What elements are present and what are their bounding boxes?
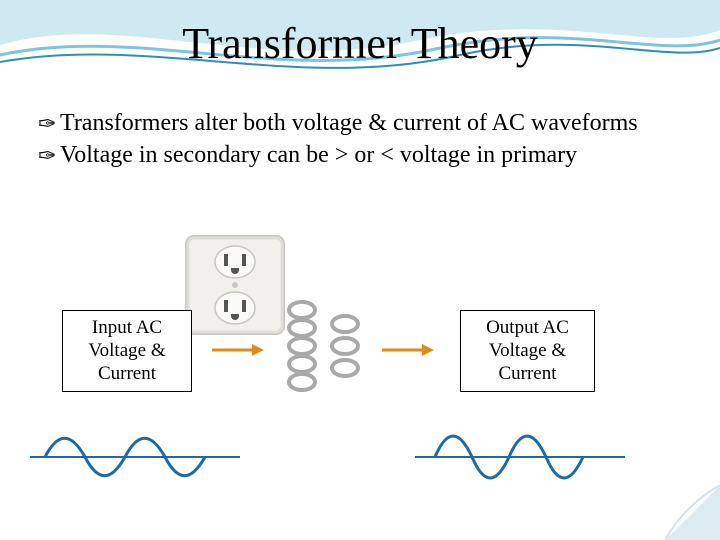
bullet-text: Voltage in secondary can be > or < volta… [60, 142, 577, 168]
bullet-item: ✑ Transformers alter both voltage & curr… [38, 108, 678, 138]
wall-outlet-icon [180, 230, 290, 340]
output-waveform [410, 425, 630, 490]
arrow-icon [210, 340, 265, 360]
input-waveform [25, 425, 245, 490]
transformer-diagram: Input AC Voltage & Current Output AC Vol… [0, 230, 720, 530]
bullet-text: Transformers alter both voltage & curren… [60, 110, 638, 136]
bullet-glyph-icon: ✑ [38, 142, 56, 170]
page-curl-icon [665, 485, 720, 540]
output-label-text: Output AC Voltage & Current [486, 317, 569, 384]
arrow-icon [380, 340, 435, 360]
transformer-coils-icon [280, 298, 370, 393]
input-label-box: Input AC Voltage & Current [62, 310, 192, 392]
bullet-glyph-icon: ✑ [38, 110, 56, 138]
output-label-box: Output AC Voltage & Current [460, 310, 595, 392]
input-label-text: Input AC Voltage & Current [88, 317, 165, 384]
page-title: Transformer Theory [0, 18, 720, 69]
bullet-list: ✑ Transformers alter both voltage & curr… [38, 108, 678, 172]
bullet-item: ✑ Voltage in secondary can be > or < vol… [38, 140, 678, 170]
